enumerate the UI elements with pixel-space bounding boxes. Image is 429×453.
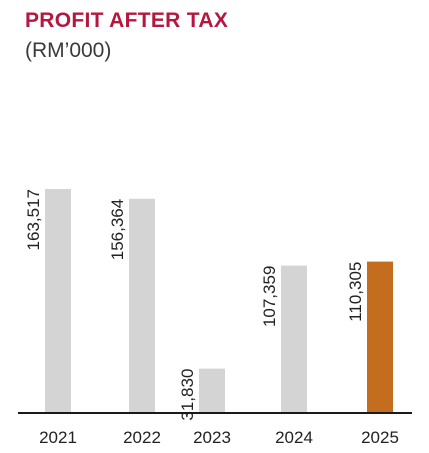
chart-title: PROFIT AFTER TAX — [25, 9, 229, 32]
bar-2024 — [281, 265, 307, 412]
category-label-2021: 2021 — [39, 428, 77, 447]
bar-2025 — [367, 261, 393, 412]
value-label-2021: 163,517 — [24, 189, 43, 250]
category-label-2024: 2024 — [275, 428, 313, 447]
category-label-2023: 2023 — [193, 428, 231, 447]
value-label-2023: 31,830 — [178, 369, 197, 421]
chart-subtitle: (RM’000) — [25, 39, 112, 62]
value-label-2025: 110,305 — [346, 262, 365, 322]
bar-2023 — [199, 368, 225, 412]
value-label-2022: 156,364 — [108, 199, 127, 260]
value-label-2024: 107,359 — [260, 266, 279, 327]
category-label-2025: 2025 — [361, 428, 399, 447]
category-label-2022: 2022 — [123, 428, 161, 447]
bar-2021 — [45, 189, 71, 412]
bar-2022 — [129, 198, 155, 412]
